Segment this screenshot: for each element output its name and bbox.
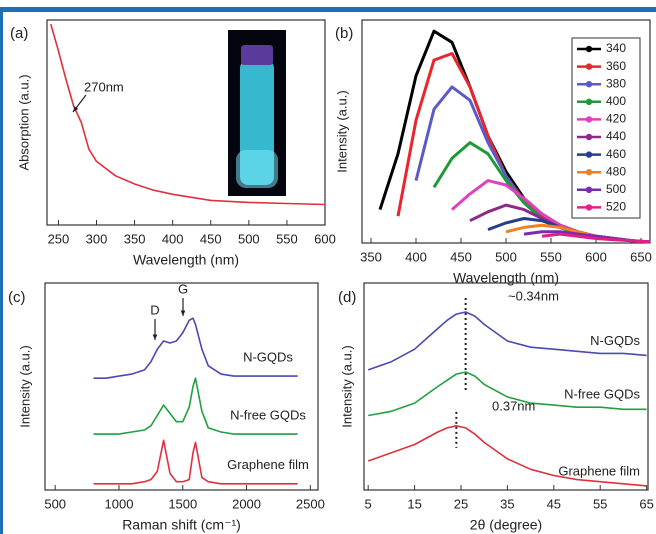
legend-marker (585, 45, 593, 53)
x-tick-label: 400 (162, 231, 184, 246)
legend-marker (585, 151, 593, 158)
series-line (50, 23, 326, 206)
legend-box (571, 37, 641, 219)
series-line (367, 425, 647, 487)
x-tick-label: 2500 (296, 496, 325, 511)
legend-marker (585, 81, 593, 88)
x-tick-label: 55 (593, 496, 607, 511)
x-tick-label: 2000 (232, 496, 261, 511)
x-tick-label: 550 (276, 231, 298, 246)
x-tick-label: 500 (238, 231, 260, 246)
legend-label: 400 (606, 94, 626, 108)
x-tick-label: 500 (495, 249, 517, 264)
legend-label: 500 (606, 182, 626, 196)
x-tick-label: 450 (450, 249, 472, 264)
annotation: D (150, 302, 159, 317)
legend-marker (585, 204, 593, 211)
y-axis-title: Absorption (a.u.) (16, 74, 31, 170)
panel-label: (d) (338, 289, 356, 306)
series-line (541, 232, 651, 244)
series-label: N-free GQDs (230, 408, 306, 423)
x-tick-label: 25 (454, 496, 468, 511)
plot-frame (44, 282, 319, 491)
x-tick-label: 400 (405, 249, 427, 264)
panel-label: (b) (335, 25, 353, 42)
x-tick-label: 1500 (168, 496, 197, 511)
x-tick-label: 300 (86, 231, 108, 246)
legend-label: 520 (606, 200, 626, 214)
series-label: N-GQDs (243, 350, 293, 365)
x-axis-title: 2θ (degree) (470, 517, 542, 533)
legend-label: 440 (606, 129, 626, 143)
series-line (368, 371, 647, 417)
series-label: N-free GQDs (564, 387, 640, 402)
inset-photo (228, 30, 286, 196)
annotation: G (178, 281, 188, 296)
x-axis-title: Wavelength (nm) (453, 270, 559, 286)
series-line (93, 377, 298, 435)
x-tick-label: 500 (44, 496, 66, 511)
plot-frame (363, 282, 649, 491)
legend-marker (585, 169, 593, 176)
annotation: 0.37nm (492, 398, 535, 413)
y-axis-title: Intensity (a.u.) (339, 345, 354, 427)
annotation: 270nm (84, 79, 124, 94)
y-axis-title: Intensity (a.u.) (17, 345, 32, 427)
arrow-head (152, 334, 158, 340)
legend-label: 420 (606, 112, 626, 126)
x-axis-title: Raman shift (cm⁻¹) (122, 517, 241, 533)
series-label: N-GQDs (590, 333, 640, 348)
series-line (93, 439, 298, 485)
series-label: Graphene film (558, 463, 640, 478)
x-tick-label: 65 (639, 496, 653, 511)
panel-label: (a) (10, 25, 28, 42)
side-bar (0, 12, 3, 534)
x-tick-label: 600 (585, 249, 607, 264)
legend-marker (585, 98, 593, 106)
annotation: ~0.34nm (508, 288, 559, 303)
legend-label: 460 (606, 147, 626, 161)
x-tick-label: 45 (547, 496, 561, 511)
x-tick-label: 550 (540, 249, 562, 264)
legend-label: 480 (606, 164, 626, 178)
y-axis-title: Intensity (a.u.) (334, 90, 349, 172)
plot-frame (46, 19, 326, 226)
x-tick-label: 5 (365, 496, 372, 511)
x-axis-title: Wavelength (nm) (133, 252, 239, 268)
x-tick-label: 600 (314, 231, 336, 246)
x-tick-label: 450 (200, 231, 222, 246)
panel-label: (c) (8, 289, 26, 306)
legend-marker (585, 116, 593, 123)
header-bar (0, 7, 656, 12)
x-tick-label: 350 (360, 249, 382, 264)
arrow-head (180, 310, 186, 316)
x-tick-label: 650 (630, 249, 652, 264)
x-tick-label: 350 (124, 231, 146, 246)
series-line (93, 317, 298, 379)
legend-label: 340 (606, 41, 626, 55)
legend-marker (585, 133, 593, 141)
x-tick-label: 35 (500, 496, 514, 511)
arrow-head (73, 106, 79, 112)
series-label: Graphene film (227, 457, 309, 472)
x-tick-label: 15 (407, 496, 421, 511)
legend-marker (585, 186, 593, 193)
x-tick-label: 1000 (105, 496, 134, 511)
legend-label: 380 (606, 76, 626, 90)
x-tick-label: 250 (48, 231, 70, 246)
series-line (367, 311, 647, 371)
legend-label: 360 (606, 59, 626, 73)
legend-marker (585, 63, 593, 70)
